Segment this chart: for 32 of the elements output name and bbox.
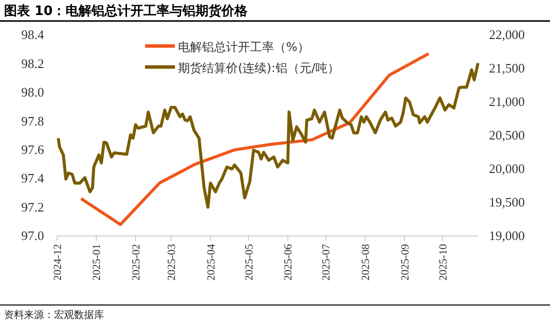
y2-tick-label: 21,000 (489, 94, 525, 110)
line-series (80, 52, 430, 226)
x-tick-label: 2025-05 (243, 244, 256, 281)
x-tick-label: 2025-07 (320, 244, 333, 281)
x-tick-label: 2025-09 (399, 244, 412, 281)
y-tick-label: 98.0 (21, 84, 44, 100)
x-tick-label: 2024-12 (52, 244, 64, 281)
y2-tick-label: 22,000 (489, 27, 525, 42)
y-tick-label: 97.0 (21, 228, 44, 244)
y-tick-label: 98.2 (21, 56, 44, 71)
y2-tick-label: 19,500 (489, 194, 525, 210)
y-tick-label: 97.8 (21, 113, 44, 128)
x-tick-label: 2025-01 (91, 244, 104, 281)
x-tick-label: 2025-08 (360, 244, 372, 281)
y-tick-label: 97.2 (21, 199, 44, 214)
line-series (56, 62, 480, 209)
x-tick-label: 2025-04 (205, 244, 218, 281)
x-tick-label: 2025-02 (130, 244, 142, 281)
y-tick-label: 97.4 (21, 170, 44, 186)
y-tick-label: 98.4 (21, 27, 44, 42)
legend-label: 电解铝总计开工率（%） (178, 40, 310, 54)
y2-tick-label: 19,000 (489, 228, 525, 244)
x-tick-label: 2025-03 (166, 244, 178, 281)
y2-tick-label: 20,000 (489, 161, 525, 176)
chart-title: 图表 10：电解铝总计开工率与铝期货价格 (4, 3, 249, 19)
x-tick-label: 2025-06 (282, 244, 295, 281)
y-tick-label: 97.6 (21, 142, 44, 158)
text: 资料来源：宏观数据库 (4, 309, 104, 321)
y2-tick-label: 21,500 (489, 60, 525, 76)
legend-label: 期货结算价(连续):铝（元/吨） (178, 61, 340, 75)
x-tick-label: 2025-10 (437, 244, 450, 281)
y2-tick-label: 20,500 (489, 128, 525, 143)
